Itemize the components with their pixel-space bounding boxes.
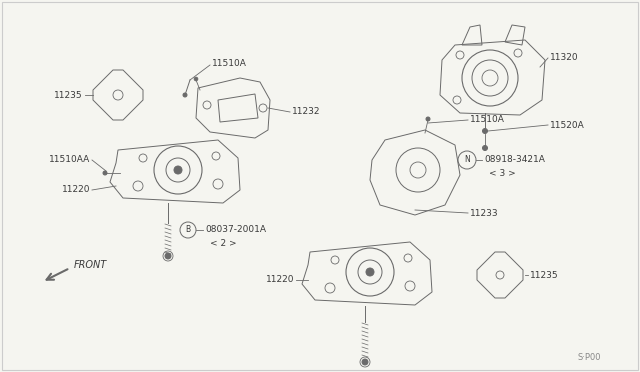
Text: 11220: 11220 <box>266 276 294 285</box>
Text: 11510A: 11510A <box>470 115 505 125</box>
Text: 11232: 11232 <box>292 108 321 116</box>
Circle shape <box>165 253 171 259</box>
Circle shape <box>483 128 488 134</box>
Circle shape <box>183 93 187 97</box>
Text: 08037-2001A: 08037-2001A <box>205 225 266 234</box>
Text: 11510A: 11510A <box>212 58 247 67</box>
Circle shape <box>103 171 107 175</box>
Text: 11235: 11235 <box>530 270 559 279</box>
Text: 11520A: 11520A <box>550 121 585 129</box>
Text: N: N <box>464 155 470 164</box>
Text: 11510AA: 11510AA <box>49 154 90 164</box>
Text: < 3 >: < 3 > <box>489 170 516 179</box>
Circle shape <box>174 166 182 174</box>
Text: 11320: 11320 <box>550 52 579 61</box>
Text: 11235: 11235 <box>54 90 83 99</box>
Text: 11233: 11233 <box>470 208 499 218</box>
Text: < 2 >: < 2 > <box>210 240 237 248</box>
Text: FRONT: FRONT <box>74 260 108 270</box>
Text: S·P00: S·P00 <box>578 353 602 362</box>
Text: 08918-3421A: 08918-3421A <box>484 155 545 164</box>
Circle shape <box>362 359 368 365</box>
Text: 11220: 11220 <box>61 186 90 195</box>
Circle shape <box>483 145 488 151</box>
Text: B: B <box>186 225 191 234</box>
Circle shape <box>366 268 374 276</box>
Circle shape <box>426 117 430 121</box>
Circle shape <box>194 77 198 81</box>
